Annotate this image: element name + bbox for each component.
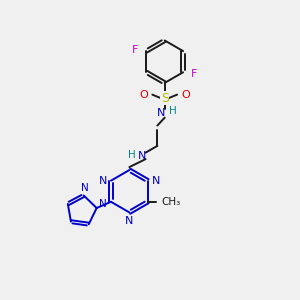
Text: N: N: [125, 216, 134, 226]
Text: F: F: [132, 45, 138, 55]
Text: CH₃: CH₃: [161, 197, 180, 207]
Text: H: H: [169, 106, 177, 116]
Text: N: N: [81, 183, 89, 193]
Text: N: N: [99, 199, 106, 208]
Text: N: N: [156, 109, 165, 118]
Text: H: H: [128, 150, 136, 160]
Text: O: O: [140, 90, 148, 100]
Text: O: O: [181, 90, 190, 100]
Text: N: N: [152, 176, 160, 186]
Text: S: S: [161, 92, 169, 105]
Text: F: F: [191, 69, 197, 79]
Text: N: N: [138, 151, 146, 161]
Text: N: N: [99, 176, 107, 186]
